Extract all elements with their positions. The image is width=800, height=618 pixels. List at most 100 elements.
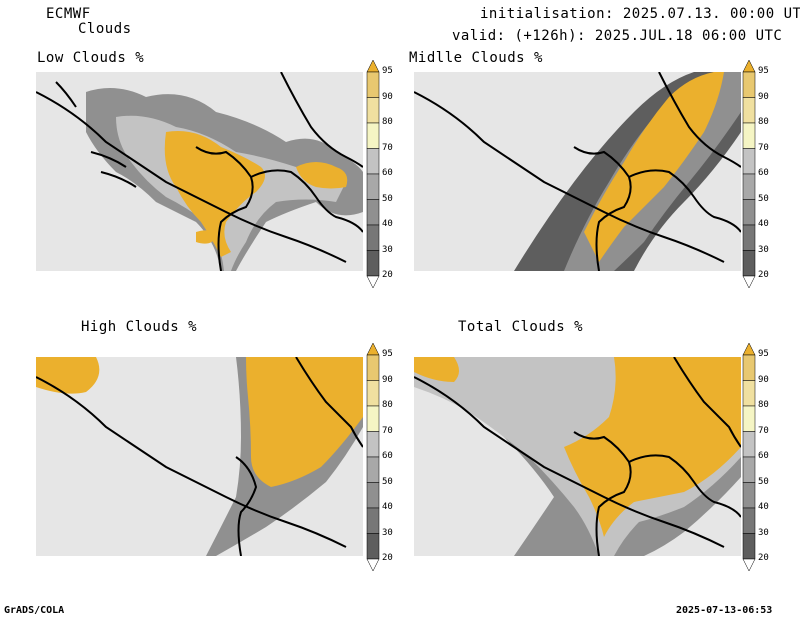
colorbar-tick-label: 70 — [382, 142, 393, 153]
colorbar-tick-label: 50 — [758, 476, 769, 487]
colorbar-tick-label: 60 — [758, 168, 769, 178]
colorbar-svg — [366, 59, 380, 289]
colorbar-swatch — [366, 456, 380, 483]
border-lines — [414, 357, 741, 556]
colorbar-swatch — [366, 431, 380, 458]
colorbar-tick-label: 40 — [382, 219, 393, 229]
colorbar-swatch — [366, 71, 380, 98]
colorbar-tick-label: 90 — [382, 374, 393, 385]
border-lines — [414, 72, 741, 271]
colorbar-swatch-bottom — [366, 275, 380, 289]
colorbar-swatch — [742, 507, 756, 534]
colorbar-swatch — [742, 250, 756, 277]
colorbar-swatch — [366, 405, 380, 432]
colorbar-swatch — [366, 224, 380, 251]
panel-title-high: High Clouds % — [81, 319, 198, 335]
map-low-clouds — [36, 72, 363, 271]
map-high-clouds — [36, 357, 363, 556]
colorbar-low: 95 90 80 70 60 50 40 30 20 — [365, 59, 405, 290]
colorbar-tick-label: 30 — [758, 527, 769, 538]
colorbar-swatch-top — [742, 342, 756, 356]
colorbar-tick-label: 50 — [382, 476, 393, 487]
colorbar-swatch — [366, 482, 380, 509]
colorbar-swatch — [366, 354, 380, 381]
colorbar-swatch — [366, 199, 380, 226]
colorbar-tick-label: 40 — [758, 219, 769, 229]
colorbar-swatch — [742, 122, 756, 149]
colorbar-swatch — [742, 354, 756, 381]
colorbar-swatch — [366, 380, 380, 407]
colorbar-tick-label: 50 — [758, 193, 769, 204]
colorbar-tick-label: 90 — [758, 374, 769, 385]
colorbar-tick-label: 50 — [382, 193, 393, 204]
colorbar-tick-label: 95 — [758, 66, 769, 76]
colorbar-swatch — [742, 456, 756, 483]
colorbar-swatch — [742, 148, 756, 175]
colorbar-tick-label: 20 — [758, 270, 769, 280]
colorbar-tick-label: 80 — [382, 117, 393, 127]
cloud-fields — [414, 357, 741, 556]
colorbar-swatch — [366, 173, 380, 200]
colorbar-swatch — [366, 148, 380, 175]
border-lines — [36, 357, 363, 556]
colorbar-swatch — [742, 431, 756, 458]
colorbar-tick-label: 20 — [382, 270, 393, 280]
colorbar-swatch-bottom — [742, 275, 756, 289]
map-total-clouds — [414, 357, 741, 556]
colorbar-swatch-bottom — [742, 558, 756, 572]
colorbar-tick-label: 90 — [382, 91, 393, 102]
colorbar-tick-label: 95 — [382, 66, 393, 76]
footer-left-label: GrADS/COLA — [4, 605, 65, 616]
colorbar-swatch-top — [742, 59, 756, 73]
colorbar-tick-label: 60 — [758, 451, 769, 461]
colorbar-swatch-top — [366, 342, 380, 356]
colorbar-svg — [742, 59, 756, 289]
colorbar-tick-label: 80 — [382, 400, 393, 410]
map-middle-clouds — [414, 72, 741, 271]
colorbar-tick-label: 30 — [758, 244, 769, 255]
colorbar-swatch-bottom — [366, 558, 380, 572]
colorbar-swatch — [742, 199, 756, 226]
colorbar-swatch — [742, 482, 756, 509]
colorbar-swatch — [742, 405, 756, 432]
panel-title-total: Total Clouds % — [458, 319, 584, 335]
colorbar-swatch — [742, 97, 756, 124]
colorbar-swatch — [366, 122, 380, 149]
colorbar-svg — [742, 342, 756, 572]
colorbar-swatch — [366, 533, 380, 560]
colorbar-tick-label: 30 — [382, 244, 393, 255]
colorbar-tick-label: 95 — [382, 349, 393, 359]
colorbar-swatch — [742, 533, 756, 560]
colorbar-high: 95 90 80 70 60 50 40 30 20 — [365, 342, 405, 573]
colorbar-tick-label: 20 — [758, 553, 769, 563]
product-label: Clouds — [78, 21, 132, 37]
colorbar-tick-label: 40 — [758, 502, 769, 512]
colorbar-tick-label: 80 — [758, 117, 769, 127]
init-label: initialisation: 2025.07.13. 00:00 UTC — [480, 6, 800, 22]
colorbar-swatch — [742, 71, 756, 98]
panel-title-middle: Midlle Clouds % — [409, 50, 543, 66]
colorbar-tick-label: 70 — [758, 142, 769, 153]
colorbar-tick-label: 30 — [382, 527, 393, 538]
model-label: ECMWF — [46, 6, 91, 22]
colorbar-swatch — [366, 250, 380, 277]
cloud-fields — [514, 72, 741, 271]
colorbar-swatch — [742, 224, 756, 251]
colorbar-tick-label: 90 — [758, 91, 769, 102]
colorbar-swatch — [742, 380, 756, 407]
colorbar-tick-label: 20 — [382, 553, 393, 563]
colorbar-tick-label: 70 — [382, 425, 393, 436]
colorbar-tick-label: 60 — [382, 168, 393, 178]
colorbar-swatch — [366, 97, 380, 124]
colorbar-tick-label: 95 — [758, 349, 769, 359]
colorbar-tick-label: 80 — [758, 400, 769, 410]
colorbar-swatch-top — [366, 59, 380, 73]
colorbar-tick-label: 60 — [382, 451, 393, 461]
colorbar-total: 95 90 80 70 60 50 40 30 20 — [741, 342, 781, 573]
colorbar-svg — [366, 342, 380, 572]
footer-timestamp: 2025-07-13-06:53 — [676, 605, 773, 616]
border-lines — [36, 72, 363, 271]
valid-label: valid: (+126h): 2025.JUL.18 06:00 UTC — [452, 28, 783, 44]
panel-title-low: Low Clouds % — [37, 50, 145, 66]
colorbar-swatch — [366, 507, 380, 534]
